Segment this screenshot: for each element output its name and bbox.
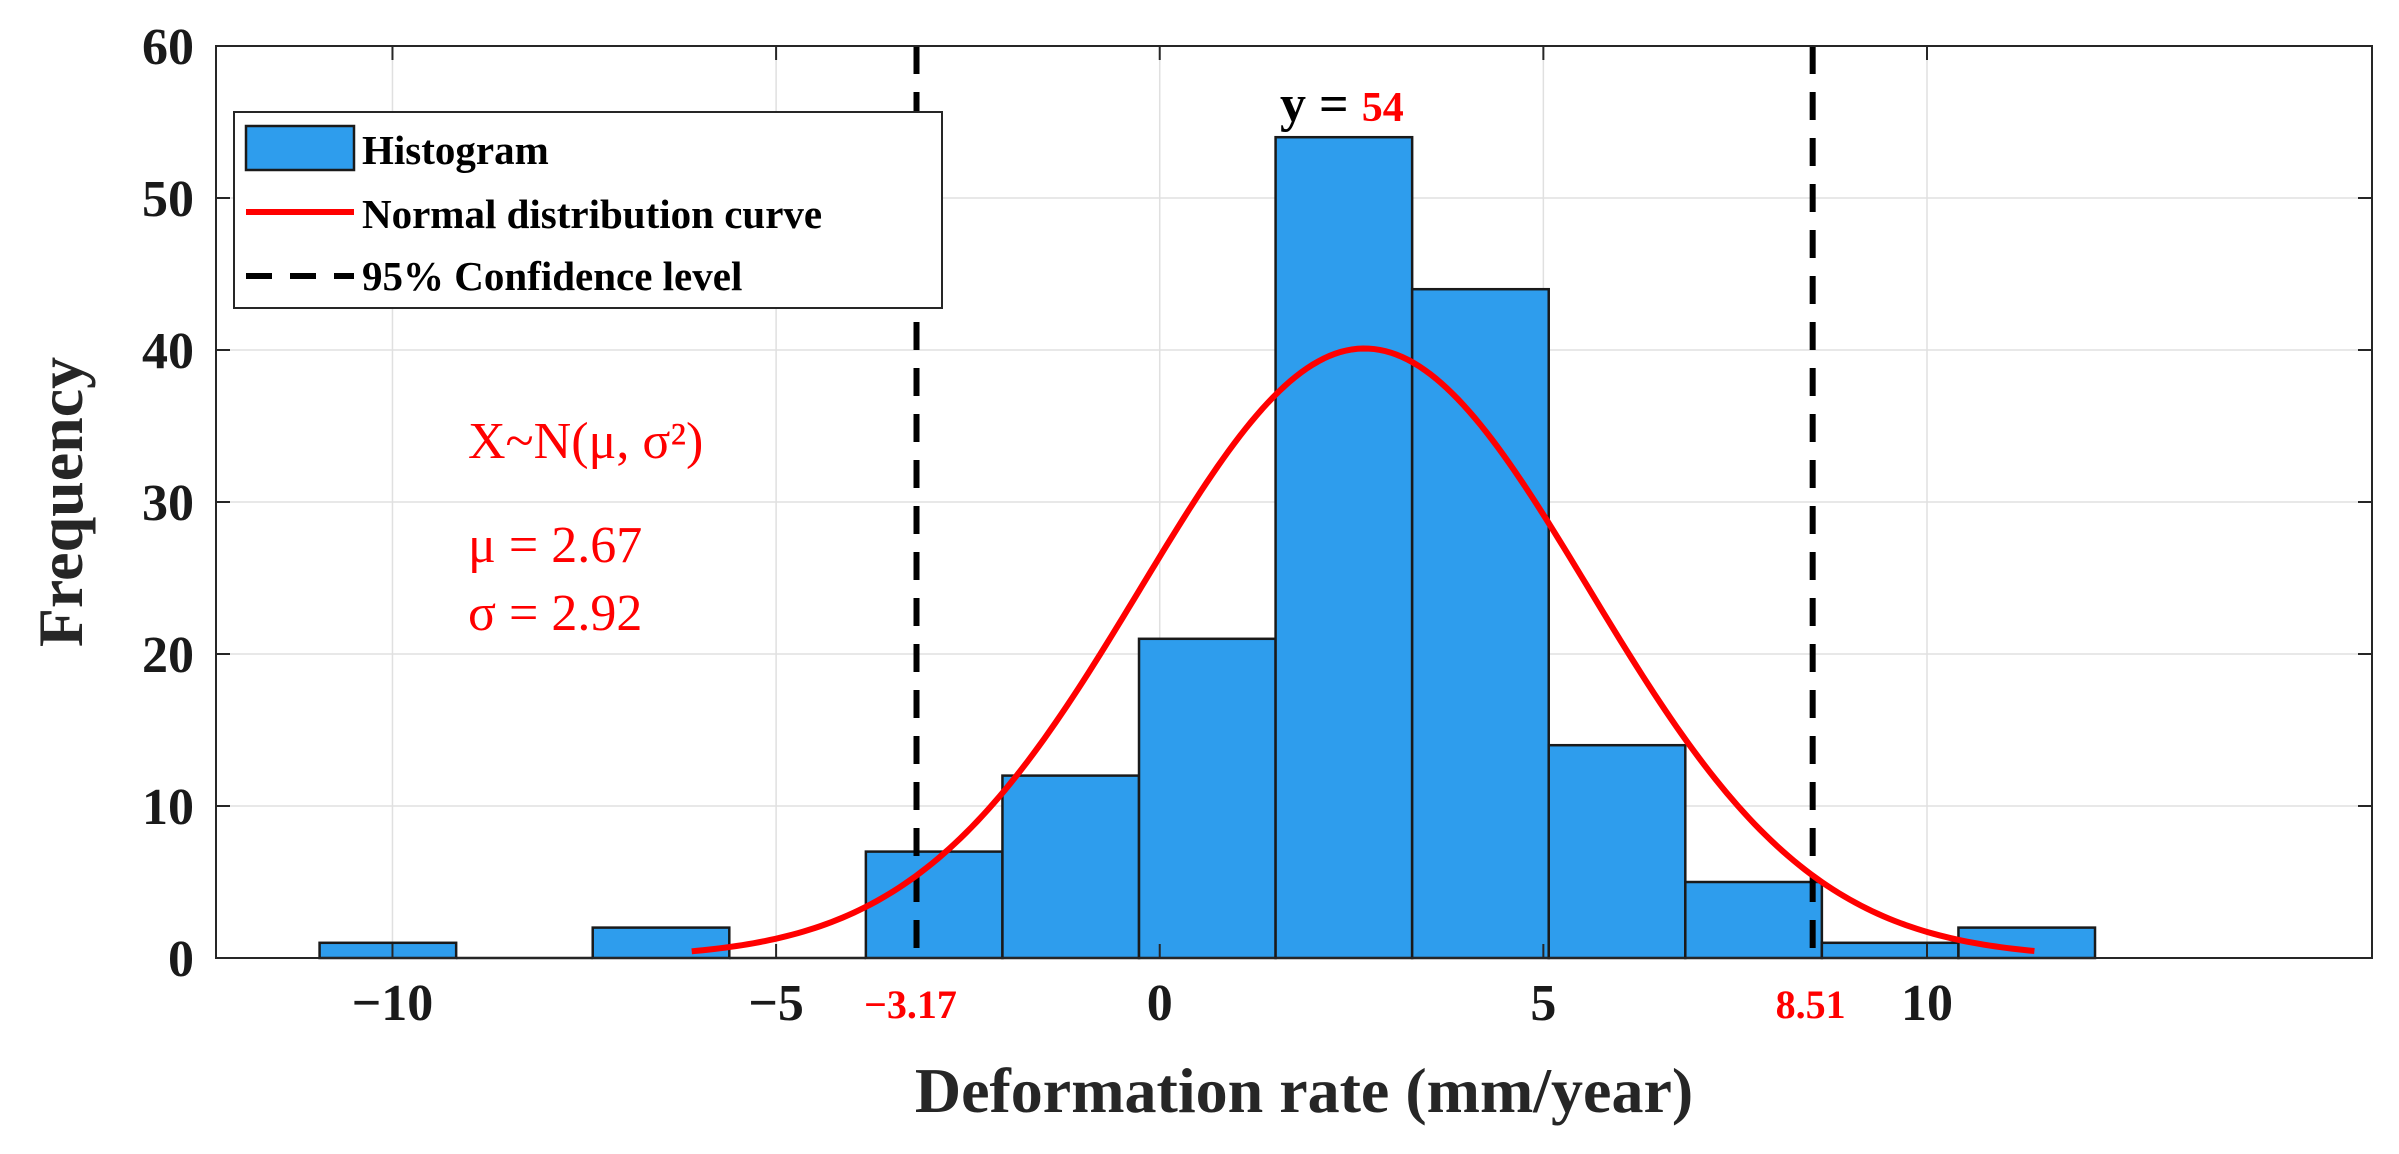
x-tick-label: 5 xyxy=(1530,975,1556,1032)
legend-confidence-label: 95% Confidence level xyxy=(362,253,742,299)
mu-value-text: μ = 2.67 xyxy=(468,517,642,574)
histogram-bar xyxy=(1001,774,1141,960)
y-tick-label: 30 xyxy=(142,475,194,532)
histogram-bars xyxy=(318,135,2097,960)
distribution-formula: X~N(μ, σ²) xyxy=(468,413,703,470)
x-tick-label: 10 xyxy=(1901,975,1953,1032)
legend-curve-label: Normal distribution curve xyxy=(362,191,822,237)
tick-labels: −10 −5 0 5 10 0 10 20 30 40 50 60 xyxy=(142,19,1953,1032)
histogram-bar xyxy=(1274,135,1414,960)
y-tick-label: 0 xyxy=(168,931,194,988)
x-tick-label: −10 xyxy=(352,975,434,1032)
y-tick-label: 40 xyxy=(142,323,194,380)
histogram-bar xyxy=(1547,743,1687,960)
y-tick-label: 50 xyxy=(142,171,194,228)
histogram-bar xyxy=(1410,287,1550,960)
max-annotation-prefix: y = xyxy=(1280,76,1362,133)
x-axis-title: Deformation rate (mm/year) xyxy=(915,1055,1693,1126)
legend: Histogram Normal distribution curve 95% … xyxy=(233,111,943,309)
histogram-bar xyxy=(864,850,1004,960)
y-tick-label: 20 xyxy=(142,627,194,684)
histogram-bar xyxy=(1684,880,1824,960)
ci-lower-label: −3.17 xyxy=(864,982,957,1027)
y-axis-title: Frequency xyxy=(25,357,96,647)
x-tick-label: 0 xyxy=(1147,975,1173,1032)
normal-curve-group xyxy=(691,345,2035,955)
max-bar-annotation: y = 54 xyxy=(1280,76,1404,133)
histogram-bar xyxy=(1137,637,1277,960)
x-tick-label: −5 xyxy=(748,975,804,1032)
max-annotation-value: 54 xyxy=(1362,85,1404,131)
legend-histogram-label: Histogram xyxy=(362,127,549,173)
histogram-bar xyxy=(318,941,458,960)
normal-distribution-curve xyxy=(691,345,2035,955)
axis-ticks xyxy=(216,45,2372,959)
sigma-value-text: σ = 2.92 xyxy=(468,585,642,642)
y-tick-label: 60 xyxy=(142,19,194,76)
histogram-bar xyxy=(591,926,731,960)
legend-histogram-swatch xyxy=(244,124,356,172)
y-tick-label: 10 xyxy=(142,779,194,836)
histogram-bar xyxy=(1820,941,1960,960)
ci-upper-label: 8.51 xyxy=(1776,982,1846,1027)
